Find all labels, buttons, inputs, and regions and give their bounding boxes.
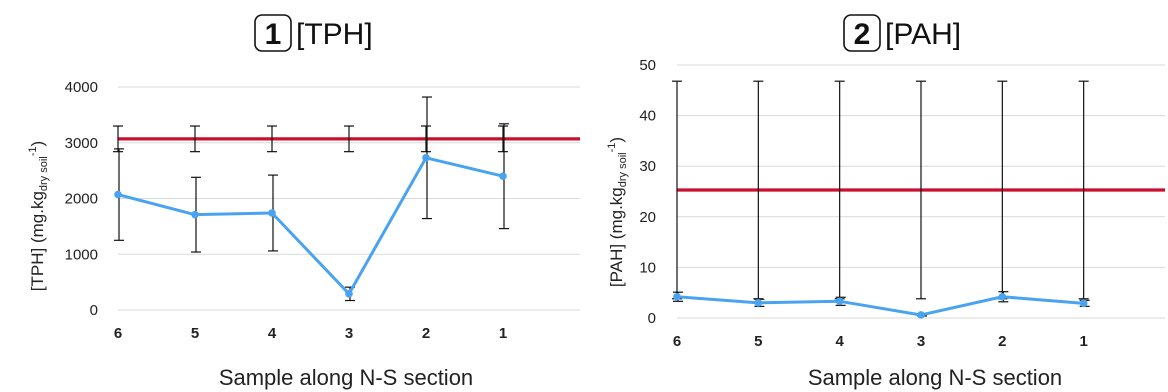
chart-2-data-point	[673, 292, 681, 301]
chart-2-data-point	[835, 297, 844, 306]
chart-2-y-tick-label: 40	[639, 108, 656, 125]
chart-1-data-point	[191, 210, 199, 219]
chart-2-y-axis-label: [PAH] (mg.kgdry soil-1)	[606, 137, 629, 287]
chart-2-x-tick-label: 2	[998, 333, 1006, 350]
chart-1-badge: 1	[265, 18, 282, 51]
chart-1-y-axis-label-main: [TPH] (mg.kg	[28, 191, 47, 291]
chart-2-x-tick-label: 6	[673, 333, 681, 350]
chart-2-y-tick-label: 10	[639, 259, 656, 276]
chart-1-y-tick-label: 2000	[65, 191, 98, 208]
chart-2-x-tick-label: 4	[835, 333, 844, 350]
chart-1-x-tick-label: 6	[114, 325, 122, 342]
chart-1-y-tick-label: 1000	[65, 246, 98, 263]
chart-1-x-tick-label: 5	[191, 325, 199, 342]
chart-2-y-axis-label-sup: -1	[606, 143, 618, 153]
chart-2-data-point	[1079, 299, 1088, 308]
chart-2-y-ticks: 0 10 20 30 40 50	[639, 57, 656, 327]
chart-1-data-point	[114, 190, 122, 199]
chart-1-y-axis-label-sup: -1	[27, 146, 39, 156]
chart-1: 1 [TPH] Sample along N-S section [TPH] (…	[27, 14, 580, 390]
chart-2-x-axis-label: Sample along N-S section	[808, 365, 1062, 390]
chart-1-x-tick-label: 1	[499, 325, 507, 342]
chart-1-title: [TPH]	[296, 18, 373, 51]
chart-1-data-point	[345, 290, 353, 298]
chart-2-title: [PAH]	[885, 18, 961, 51]
chart-2-series	[673, 292, 1088, 319]
chart-1-y-tick-label: 0	[90, 302, 98, 319]
chart-1-x-tick-label: 2	[422, 325, 430, 342]
chart-1-y-axis-label-close: )	[28, 141, 47, 147]
chart-1-data-point	[422, 154, 430, 162]
chart-2-y-axis-label-close: )	[607, 137, 626, 143]
chart-2-badge: 2	[854, 18, 871, 51]
chart-2-x-ticks: 6 5 4 3 2 1	[673, 333, 1088, 350]
chart-1-x-tick-label: 3	[345, 325, 353, 342]
chart-1-data-point	[499, 172, 507, 180]
chart-2-x-tick-label: 5	[754, 333, 762, 350]
chart-1-y-ticks: 0 1000 2000 3000 4000	[65, 79, 98, 319]
chart-1-data-point	[268, 209, 276, 217]
chart-1-y-axis-label-sub: dry soil	[38, 156, 50, 191]
chart-1-y-tick-label: 3000	[65, 135, 98, 152]
chart-2-error-bars	[672, 80, 1090, 317]
chart-2-data-point	[754, 299, 763, 307]
chart-2-x-tick-label: 3	[917, 333, 925, 350]
chart-1-series-line	[117, 156, 504, 296]
chart-1-y-tick-label: 4000	[65, 79, 98, 96]
chart-1-x-ticks: 6 5 4 3 2 1	[114, 325, 507, 342]
chart-2-y-tick-label: 50	[639, 57, 656, 74]
chart-2-y-tick-label: 20	[639, 209, 656, 226]
chart-2-x-tick-label: 1	[1079, 333, 1087, 350]
chart-2-y-tick-label: 30	[639, 158, 656, 175]
chart-1-gridlines	[118, 86, 580, 311]
chart-2-y-tick-label: 0	[648, 310, 656, 327]
chart-2-y-axis-label-main: [PAH] (mg.kg	[607, 187, 626, 287]
chart-1-series	[114, 154, 507, 298]
chart-1-x-axis-label: Sample along N-S section	[219, 365, 473, 390]
chart-1-x-tick-label: 4	[268, 325, 277, 342]
chart-2: 2 [PAH] Sample along N-S section [PAH] (…	[606, 14, 1165, 390]
chart-2-data-point	[917, 311, 925, 319]
chart-1-y-axis-label: [TPH] (mg.kgdry soil-1)	[27, 141, 50, 291]
chart-2-series-line	[676, 295, 1084, 317]
chart-2-badge-box	[843, 14, 881, 52]
chart-2-data-point	[998, 292, 1007, 301]
chart-2-y-axis-label-sub: dry soil	[617, 152, 629, 187]
chart-1-badge-box	[254, 14, 292, 52]
